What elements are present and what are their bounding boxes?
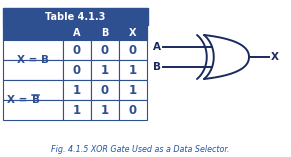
Bar — [119, 25, 147, 40]
Text: B: B — [153, 62, 161, 72]
Text: 0: 0 — [101, 43, 109, 57]
Bar — [91, 100, 119, 120]
Text: 0: 0 — [129, 43, 137, 57]
Text: A: A — [73, 27, 81, 38]
Text: 1: 1 — [129, 84, 137, 97]
Bar — [3, 8, 148, 25]
Bar — [3, 25, 63, 40]
Text: X: X — [271, 52, 279, 62]
Bar — [3, 60, 63, 80]
Text: 1: 1 — [101, 103, 109, 116]
Bar — [3, 80, 63, 100]
Text: 1: 1 — [129, 63, 137, 76]
Text: 0: 0 — [129, 103, 137, 116]
Text: 1: 1 — [101, 63, 109, 76]
Bar — [91, 80, 119, 100]
Bar — [91, 60, 119, 80]
Bar — [63, 100, 91, 120]
Bar — [119, 60, 147, 80]
Bar — [91, 25, 119, 40]
Bar — [119, 80, 147, 100]
Bar — [63, 60, 91, 80]
Bar — [63, 40, 91, 60]
Text: B: B — [101, 27, 109, 38]
Text: Fig. 4.1.5 XOR Gate Used as a Data Selector.: Fig. 4.1.5 XOR Gate Used as a Data Selec… — [51, 146, 230, 154]
Bar — [63, 25, 91, 40]
Text: 1: 1 — [73, 84, 81, 97]
Text: 0: 0 — [101, 84, 109, 97]
Bar — [63, 80, 91, 100]
Bar — [3, 100, 63, 120]
Text: A: A — [153, 42, 161, 52]
Text: Table 4.1.3: Table 4.1.3 — [45, 11, 106, 22]
Text: 0: 0 — [73, 63, 81, 76]
Text: B: B — [32, 95, 40, 105]
Bar — [3, 40, 63, 60]
Text: X =: X = — [7, 95, 31, 105]
Bar — [119, 40, 147, 60]
Text: 1: 1 — [73, 103, 81, 116]
Bar — [91, 40, 119, 60]
Bar — [119, 100, 147, 120]
Text: 0: 0 — [73, 43, 81, 57]
Text: X: X — [129, 27, 137, 38]
Text: X = B: X = B — [17, 55, 49, 65]
